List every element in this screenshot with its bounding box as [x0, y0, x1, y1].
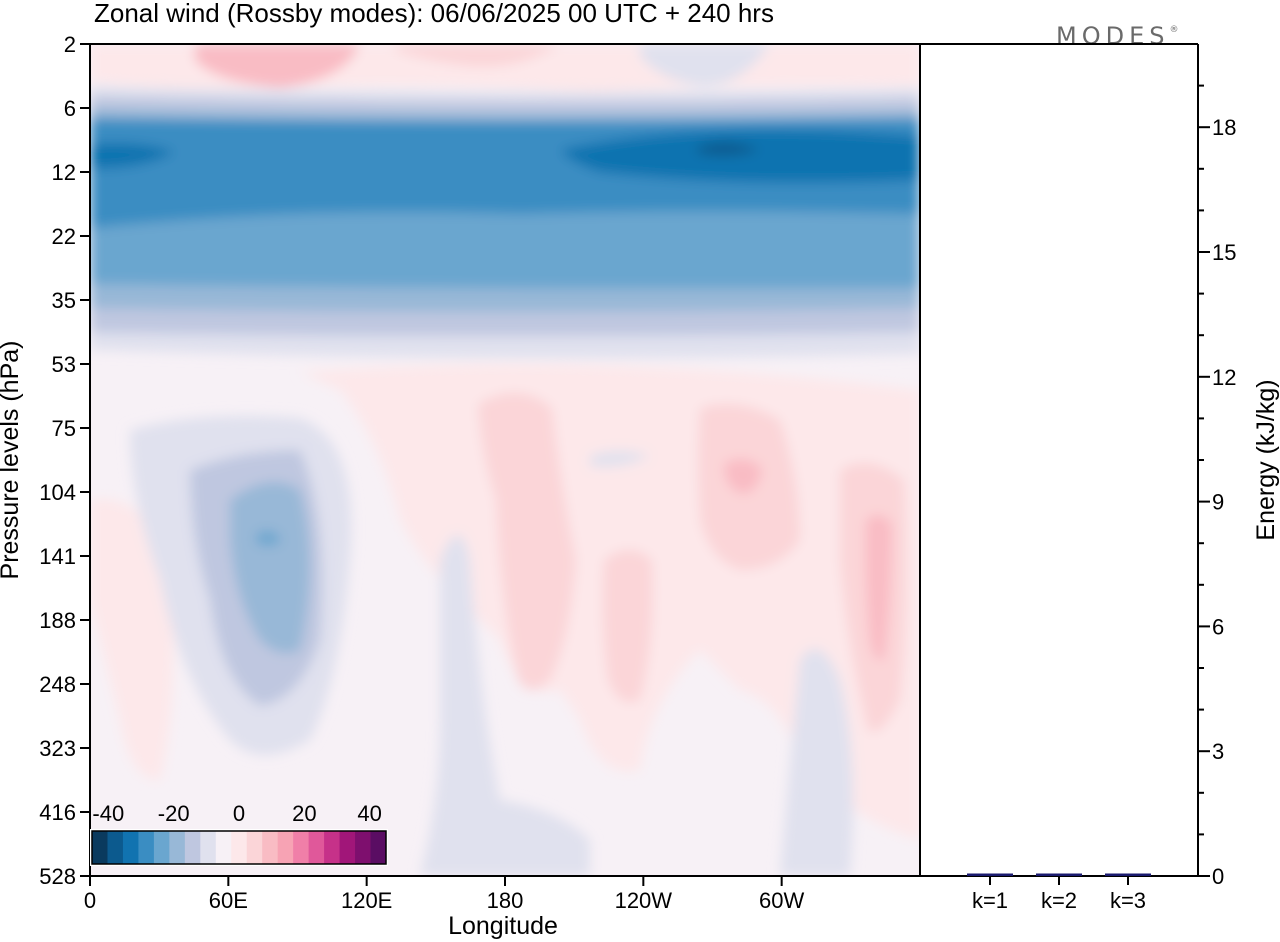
chart-title: Zonal wind (Rossby modes): 06/06/2025 00…	[94, 0, 774, 28]
jet-core-max	[696, 142, 760, 156]
pos-cell-180-outer	[478, 392, 576, 690]
energy-bar-panel: 0 3 6 9 12 15 18 k=1 k=2 k=3	[919, 43, 1236, 913]
colorbar-tick-label-4: 40	[357, 801, 381, 826]
energy-bar-k=3	[1105, 873, 1151, 876]
x-tick-label-3: 180	[487, 888, 524, 913]
colorbar-swatch-9	[231, 831, 248, 864]
energy-tick-label-4: 12	[1212, 365, 1236, 390]
upper-positive-core-2	[395, 44, 560, 67]
upper-positive-core-1	[195, 44, 360, 88]
y-tick-label-2: 12	[52, 160, 76, 185]
colorbar-swatch-6	[184, 831, 201, 864]
jet-lower-3	[90, 308, 920, 343]
x-tick-label-1: 60E	[209, 888, 248, 913]
energy-tick-label-3: 9	[1212, 490, 1224, 515]
colorbar-swatch-18	[370, 831, 387, 864]
zonal-wind-contour-field	[90, 44, 920, 876]
jet-lower-1	[90, 211, 920, 296]
bar-category-label-1: k=2	[1041, 888, 1077, 913]
colorbar-swatch-11	[262, 831, 279, 864]
neg-cell-inner	[230, 482, 310, 654]
y-tick-label-0: 2	[64, 32, 76, 57]
y-tick-label-8: 141	[39, 544, 76, 569]
jet-lower-4	[90, 332, 920, 359]
neg-tongue-60w	[780, 648, 854, 876]
colorbar-tick-label-1: -20	[158, 801, 190, 826]
energy-tick-label-6: 18	[1212, 115, 1236, 140]
x-axis-label: Longitude	[448, 912, 558, 940]
energy-tick-label-5: 15	[1212, 240, 1236, 265]
upper-weak-negative	[640, 44, 770, 87]
x-tick-label-5: 60W	[759, 888, 804, 913]
y-tick-label-10: 248	[39, 672, 76, 697]
colorbar-swatch-4	[153, 831, 170, 864]
colorbar-swatch-14	[308, 831, 325, 864]
energy-bar-k=1	[967, 873, 1013, 876]
y-tick-label-9: 188	[39, 608, 76, 633]
colorbar-swatch-2	[122, 831, 139, 864]
y-tick-label-6: 75	[52, 416, 76, 441]
y-tick-label-12: 416	[39, 800, 76, 825]
colorbar-swatch-0	[92, 831, 108, 864]
neg-tongue-180w	[420, 535, 590, 876]
y-tick-label-1: 6	[64, 96, 76, 121]
energy-axis-label: Energy (kJ/kg)	[1252, 379, 1280, 540]
colorbar-swatch-15	[324, 831, 341, 864]
y-tick-label-13: 528	[39, 864, 76, 889]
neg-cell-core	[256, 530, 282, 546]
pos-cell-60w-core	[724, 458, 762, 494]
jet-core-east	[560, 129, 920, 183]
y-tick-label-5: 53	[52, 352, 76, 377]
energy-tick-label-0: 0	[1212, 864, 1224, 889]
logo-text: MODES	[1056, 22, 1169, 50]
energy-bar-k=2	[1036, 873, 1082, 876]
energy-tick-label-2: 6	[1212, 614, 1224, 639]
colorbar-swatch-17	[355, 831, 372, 864]
energy-tick-label-1: 3	[1212, 739, 1224, 764]
neg-patch-small	[590, 451, 650, 467]
modes-logo: MODES®	[1056, 22, 1178, 50]
colorbar-frame	[91, 830, 387, 865]
pos-cell-east-core	[865, 514, 892, 661]
colorbar-swatch-1	[107, 831, 124, 864]
logo-mark: ®	[1169, 25, 1178, 35]
x-tick-label-0: 0	[84, 888, 96, 913]
y-tick-label-4: 35	[52, 288, 76, 313]
colorbar-tick-label-0: -40	[92, 801, 124, 826]
colorbar-swatch-3	[138, 831, 155, 864]
colorbar-swatch-12	[277, 831, 294, 864]
bar-category-label-2: k=3	[1110, 888, 1146, 913]
colorbar-tick-label-3: 20	[292, 801, 316, 826]
colorbar-swatch-7	[200, 831, 217, 864]
y-axis-label: Pressure levels (hPa)	[0, 341, 24, 580]
colorbar-swatch-10	[246, 831, 263, 864]
colorbar-swatch-5	[169, 831, 186, 864]
colorbar-swatch-16	[339, 831, 356, 864]
y-tick-label-3: 22	[52, 224, 76, 249]
x-tick-label-4: 120W	[615, 888, 673, 913]
jet-core-west	[90, 143, 175, 169]
contour-axes: 0 60E 120E 180 120W 60W 2 6 12 22 35 53 75 104 141 188 2…	[39, 32, 804, 913]
colorbar-swatch-13	[293, 831, 310, 864]
y-tick-label-11: 323	[39, 736, 76, 761]
y-tick-label-7: 104	[39, 480, 76, 505]
pos-cell-120w	[602, 550, 653, 703]
colorbar: -40 -20 0 20 40	[90, 801, 388, 866]
west-weak-positive	[90, 498, 174, 780]
colorbar-swatch-8	[215, 831, 232, 864]
colorbar-tick-label-2: 0	[233, 801, 245, 826]
jet-lower-2	[90, 284, 920, 318]
bar-category-label-0: k=1	[972, 888, 1008, 913]
contour-bands	[90, 44, 920, 876]
x-tick-label-2: 120E	[341, 888, 392, 913]
